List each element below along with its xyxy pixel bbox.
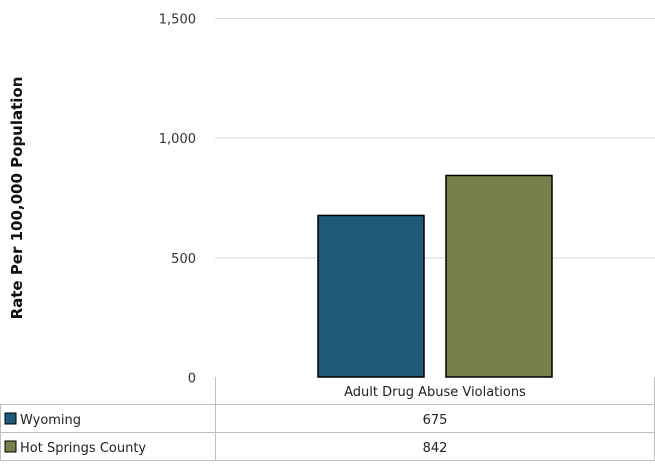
y-tick-label: 1,500: [159, 13, 196, 28]
table-value: 842: [423, 441, 448, 456]
legend-swatch: [4, 412, 17, 425]
bar-wyoming: [317, 214, 425, 378]
bar-hot-springs-county: [445, 174, 553, 378]
y-axis-title: Rate Per 100,000 Population: [8, 77, 26, 320]
legend-label: Hot Springs County: [20, 441, 146, 456]
bars: [317, 174, 553, 378]
legend-swatch: [4, 440, 17, 453]
y-tick-label: 1,000: [159, 132, 196, 147]
data-table: Adult Drug Abuse Violations Wyoming 675 Hot…: [0, 377, 655, 461]
gridlines: [215, 18, 655, 259]
table-header: Adult Drug Abuse Violations: [344, 385, 526, 400]
y-tick-label: 0: [188, 372, 196, 387]
legend-label: Wyoming: [20, 413, 81, 428]
y-tick-label: 500: [171, 252, 196, 267]
y-axis-ticks: 0 500 1,000 1,500: [159, 13, 196, 387]
table-value: 675: [423, 413, 448, 428]
